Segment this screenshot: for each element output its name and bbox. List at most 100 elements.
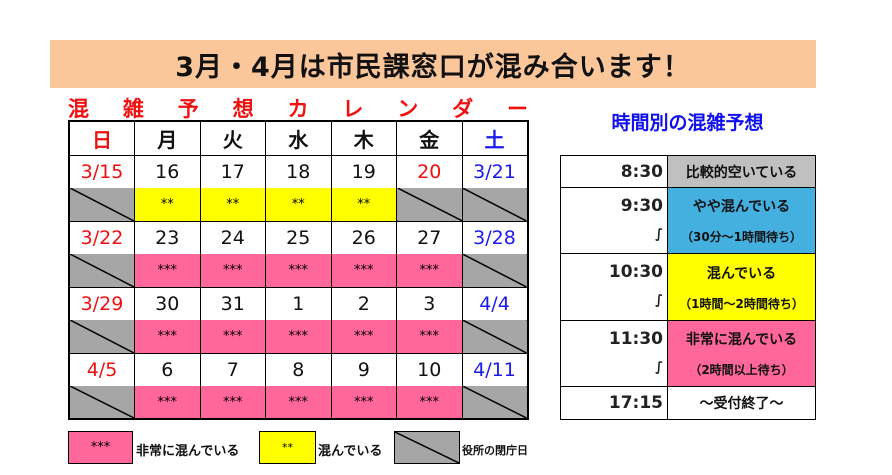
weekday-header: 木 bbox=[330, 120, 397, 156]
calendar-date: 25 bbox=[265, 220, 332, 254]
legend-busy-swatch: ** bbox=[259, 431, 316, 464]
weekday-header: 土 bbox=[461, 120, 528, 156]
calendar-title-char: 予 bbox=[177, 97, 199, 121]
congestion-cell-very: *** bbox=[396, 320, 463, 354]
time-label: 10:30 bbox=[608, 262, 663, 282]
calendar-date: 20 bbox=[396, 154, 463, 188]
congestion-level-label: 非常に混んでいる bbox=[685, 332, 798, 348]
congestion-cell-very: *** bbox=[330, 320, 397, 354]
time-forecast-row: 11:30 ∫ 非常に混んでいる （2時間以上待ち） bbox=[560, 320, 816, 387]
congestion-level-cell: やや混んでいる （30分～1時間待ち） bbox=[667, 187, 816, 254]
calendar-date: 9 bbox=[330, 352, 397, 386]
congestion-level-cell: 混んでいる （1時間～2時間待ち） bbox=[667, 253, 816, 321]
calendar-title-char: レ bbox=[342, 97, 364, 121]
calendar-date: 3/15 bbox=[68, 154, 135, 188]
congestion-cell-very: *** bbox=[265, 320, 332, 354]
calendar-date: 30 bbox=[134, 286, 201, 320]
weekday-header: 日 bbox=[68, 120, 135, 156]
congestion-cell-very: *** bbox=[134, 386, 201, 420]
wait-time-note: （1時間～2時間待ち） bbox=[679, 296, 804, 311]
calendar-date: 16 bbox=[134, 154, 201, 188]
calendar-date: 4/11 bbox=[461, 352, 528, 386]
calendar-date: 4/4 bbox=[461, 286, 528, 320]
congestion-calendar: 日月火水木金土 3/15 16 17 18 19 20 3/21 ** ** ** ** 3/22 23 2… bbox=[68, 120, 529, 420]
calendar-title-char: ン bbox=[397, 97, 419, 121]
congestion-cell-closed bbox=[68, 320, 135, 354]
range-symbol: ∫ bbox=[655, 226, 663, 242]
congestion-cell-very: *** bbox=[330, 254, 397, 288]
calendar-date: 3/22 bbox=[68, 220, 135, 254]
calendar-title: 混雑予想カレンダー bbox=[68, 93, 528, 123]
time-forecast-table: 8:30 比較的空いている 9:30 ∫ やや混んでいる （30分～1時間待ち） 10:30… bbox=[560, 155, 816, 420]
time-label: 9:30 bbox=[620, 195, 663, 216]
range-symbol: ∫ bbox=[655, 359, 663, 375]
weekday-header: 金 bbox=[396, 120, 463, 156]
calendar-date: 17 bbox=[199, 154, 266, 188]
time-forecast-row: 8:30 比較的空いている bbox=[560, 155, 816, 188]
congestion-cell-very: *** bbox=[199, 254, 266, 288]
congestion-cell-very: *** bbox=[396, 254, 463, 288]
calendar-date: 3 bbox=[396, 286, 463, 320]
weekday-header: 月 bbox=[134, 120, 201, 156]
legend-very-busy-mark: *** bbox=[90, 440, 111, 455]
time-forecast-title: 時間別の混雑予想 bbox=[611, 112, 764, 134]
time-cell: 9:30 ∫ bbox=[560, 187, 668, 254]
calendar-date: 27 bbox=[396, 220, 463, 254]
calendar-date: 26 bbox=[330, 220, 397, 254]
congestion-cell-closed bbox=[461, 188, 528, 222]
congestion-cell-closed bbox=[461, 386, 528, 420]
range-symbol: ∫ bbox=[655, 293, 663, 308]
legend-very-busy-label: 非常に混んでいる bbox=[136, 444, 240, 459]
date-row: 4/5 6 7 8 9 10 4/11 bbox=[68, 352, 528, 386]
weekday-header: 水 bbox=[265, 120, 332, 156]
calendar-date: 19 bbox=[330, 154, 397, 188]
congestion-cell-closed bbox=[68, 188, 135, 222]
legend-very-busy-swatch: *** bbox=[68, 431, 133, 464]
weekday-header-row: 日月火水木金土 bbox=[68, 120, 528, 156]
time-cell: 8:30 bbox=[560, 155, 668, 188]
calendar-date: 8 bbox=[265, 352, 332, 386]
congestion-cell-busy: ** bbox=[199, 188, 266, 222]
legend-closed-label: 役所の閉庁日 bbox=[462, 444, 528, 457]
congestion-cell-closed bbox=[68, 254, 135, 288]
time-cell: 10:30 ∫ bbox=[560, 253, 668, 321]
calendar-date: 6 bbox=[134, 352, 201, 386]
calendar-date: 10 bbox=[396, 352, 463, 386]
congestion-cell-very: *** bbox=[265, 254, 332, 288]
congestion-cell-very: *** bbox=[134, 254, 201, 288]
date-row: 3/15 16 17 18 19 20 3/21 bbox=[68, 154, 528, 188]
time-forecast-row: 10:30 ∫ 混んでいる （1時間～2時間待ち） bbox=[560, 253, 816, 321]
calendar-date: 1 bbox=[265, 286, 332, 320]
weekday-header: 火 bbox=[199, 120, 266, 156]
congestion-level-cell: ～受付終了～ bbox=[667, 386, 816, 420]
calendar-date: 3/28 bbox=[461, 220, 528, 254]
time-label: 17:15 bbox=[608, 393, 663, 413]
congestion-cell-very: *** bbox=[134, 320, 201, 354]
calendar-date: 23 bbox=[134, 220, 201, 254]
congestion-cell-closed bbox=[461, 254, 528, 288]
calendar-title-char: 想 bbox=[232, 97, 254, 121]
time-forecast-row: 9:30 ∫ やや混んでいる （30分～1時間待ち） bbox=[560, 187, 816, 254]
calendar-title-char: カ bbox=[287, 97, 309, 121]
congestion-level-cell: 非常に混んでいる （2時間以上待ち） bbox=[667, 320, 816, 387]
congestion-level-label: ～受付終了～ bbox=[699, 396, 784, 412]
calendar-date: 3/29 bbox=[68, 286, 135, 320]
congestion-cell-busy: ** bbox=[134, 188, 201, 222]
calendar-title-char: 雑 bbox=[122, 97, 144, 121]
congestion-level-cell: 比較的空いている bbox=[667, 155, 816, 188]
calendar-date: 2 bbox=[330, 286, 397, 320]
congestion-row: *** *** *** *** *** bbox=[68, 386, 528, 420]
calendar-date: 24 bbox=[199, 220, 266, 254]
congestion-row: ** ** ** ** bbox=[68, 188, 528, 222]
congestion-cell-very: *** bbox=[199, 386, 266, 420]
congestion-cell-closed bbox=[396, 188, 463, 222]
page-title-banner: 3月・4月は市民課窓口が混み合います！ bbox=[50, 40, 816, 88]
calendar-date: 4/5 bbox=[68, 352, 135, 386]
time-forecast-row: 17:15 ～受付終了～ bbox=[560, 386, 816, 420]
congestion-row: *** *** *** *** *** bbox=[68, 320, 528, 354]
calendar-title-char: ダ bbox=[452, 97, 474, 121]
time-label: 8:30 bbox=[620, 161, 663, 182]
date-row: 3/29 30 31 1 2 3 4/4 bbox=[68, 286, 528, 320]
calendar-title-char: ー bbox=[507, 97, 528, 121]
calendar-date: 31 bbox=[199, 286, 266, 320]
